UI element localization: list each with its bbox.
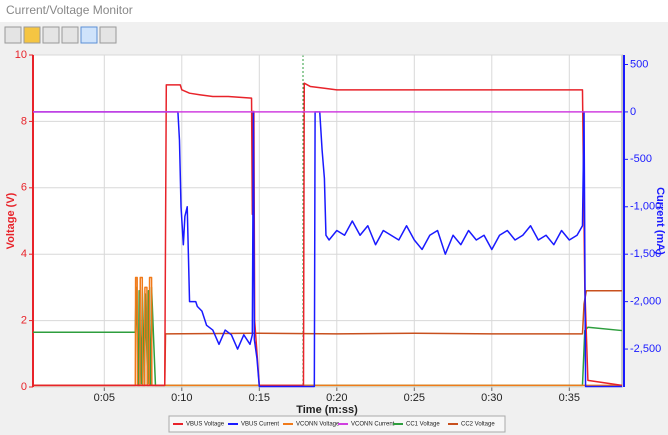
- tool-button[interactable]: [42, 26, 60, 44]
- tool-button[interactable]: [99, 26, 117, 44]
- y2-tick-label: -2,500: [630, 343, 661, 355]
- legend-label: VBUS Voltage: [186, 422, 225, 428]
- x-tick-label: 0:10: [171, 392, 192, 404]
- y-tick-label: 6: [21, 182, 27, 194]
- x-tick-label: 0:20: [326, 392, 347, 404]
- title-bar: [0, 0, 668, 22]
- legend-label: CC1 Voltage: [406, 422, 440, 428]
- plot-area: [32, 54, 623, 388]
- legend-label: VCONN Current: [351, 422, 395, 428]
- y-tick-label: 2: [21, 315, 27, 327]
- series-line: [33, 276, 622, 387]
- x-axis-label: Time (m:ss): [296, 404, 358, 416]
- legend-box: [168, 415, 506, 433]
- y-axis-label: Voltage (V): [5, 192, 17, 249]
- x-tick-label: 0:25: [404, 392, 425, 404]
- y-tick-label: 0: [21, 381, 27, 393]
- legend: VBUS Voltage VBUS Current VCONN Voltage VCO…: [168, 415, 506, 433]
- tool-button[interactable]: [4, 26, 22, 44]
- tool-button[interactable]: [61, 26, 79, 44]
- y-tick-label: 8: [21, 115, 27, 127]
- y2-tick-label: -1,500: [630, 248, 661, 260]
- x-tick-label: 0:15: [249, 392, 270, 404]
- y-tick-label: 10: [15, 49, 27, 61]
- y2-tick-label: 0: [630, 106, 636, 118]
- y-tick-label: 4: [21, 248, 27, 260]
- y2-tick-label: -500: [630, 153, 652, 165]
- window-title: Current/Voltage Monitor: [6, 3, 133, 17]
- tool-button[interactable]: [23, 26, 41, 44]
- series-line: [33, 111, 622, 388]
- y2-tick-label: 500: [630, 58, 648, 70]
- legend-label: CC2 Voltage: [461, 422, 495, 428]
- x-tick-label: 0:30: [481, 392, 502, 404]
- legend-label: VBUS Current: [241, 422, 279, 428]
- legend-label: VCONN Voltage: [296, 422, 340, 428]
- x-tick-label: 0:35: [559, 392, 580, 404]
- toolbar: [4, 26, 117, 44]
- x-tick-label: 0:05: [94, 392, 115, 404]
- y2-axis-label: Current (mA): [654, 187, 666, 255]
- y2-tick-label: -2,000: [630, 296, 661, 308]
- tool-button[interactable]: [80, 26, 98, 44]
- y2-tick-label: -1,000: [630, 201, 661, 213]
